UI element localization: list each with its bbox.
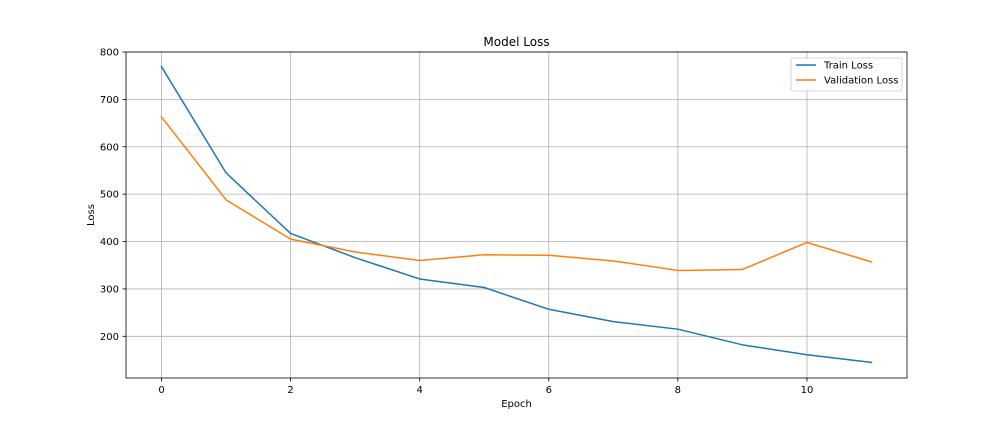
legend: Train Loss Validation Loss (790, 57, 903, 92)
y-tick-label: 400 (100, 237, 119, 248)
y-tick-label: 200 (100, 332, 119, 343)
x-tick-label: 10 (801, 385, 814, 396)
plot-frame (125, 51, 908, 379)
y-tick-label: 700 (100, 95, 119, 106)
y-tick-label: 800 (100, 48, 119, 59)
legend-label-validation-loss: Validation Loss (824, 76, 899, 87)
x-tick-label: 6 (546, 385, 552, 396)
series-line-train-loss (160, 65, 873, 364)
series-layer (160, 65, 873, 364)
chart-title: Model Loss (483, 35, 549, 49)
legend-box (790, 57, 903, 92)
y-tick-label: 600 (100, 142, 119, 153)
grid (126, 51, 907, 378)
x-axis-title: Epoch (501, 399, 532, 410)
x-tick-label: 8 (675, 385, 681, 396)
legend-label-train-loss: Train Loss (823, 61, 873, 72)
x-tick-label: 0 (158, 385, 164, 396)
y-axis-title: Loss (86, 204, 97, 226)
x-tick-label: 4 (416, 385, 422, 396)
x-tick-label: 2 (287, 385, 293, 396)
series-line-validation-loss (160, 115, 873, 272)
y-tick-label: 300 (100, 284, 119, 295)
ticks: 0 2 4 6 8 10 200 300 400 500 600 700 800 (100, 48, 813, 397)
y-tick-label: 500 (100, 190, 119, 201)
